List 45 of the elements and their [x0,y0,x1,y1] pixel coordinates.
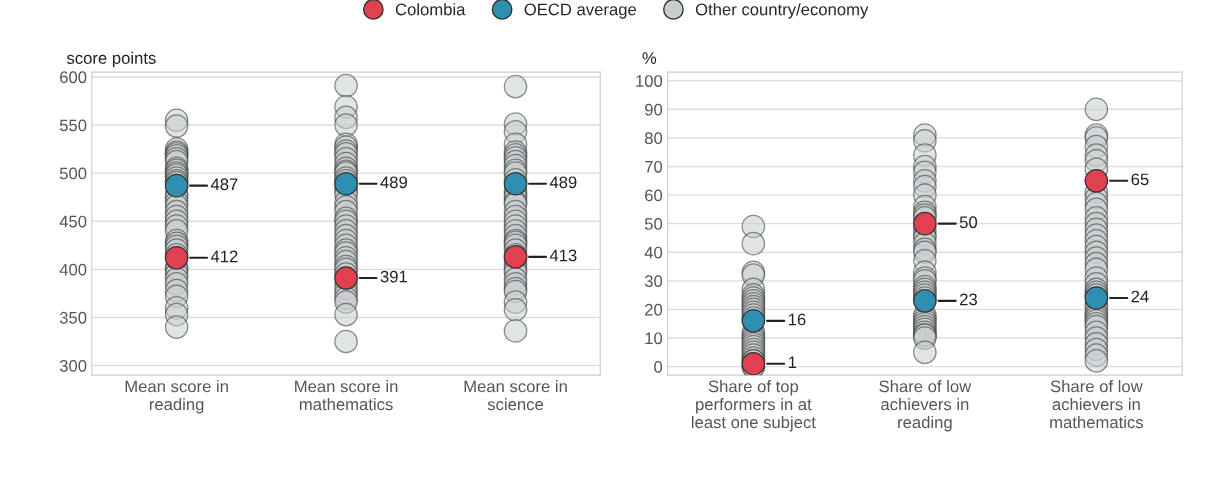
data-label: 50 [959,216,978,229]
x-tick-label: Mean score in reading [125,380,228,414]
data-label: 487 [210,178,238,191]
data-label: 489 [380,176,407,189]
data-label: 412 [210,250,238,263]
point [1084,168,1109,193]
y-axis-title: % [642,52,657,64]
data-label: 16 [788,313,806,326]
y-tick-label: 600 [60,71,87,84]
data-label: 413 [549,249,577,262]
y-tick-label: 70 [645,160,663,173]
point [334,266,358,290]
x-tick-label: Share of low achievers in reading [879,380,972,432]
x-tick-label: Mean score in mathematics [295,380,398,411]
y-axis-title: score points [66,51,156,68]
y-tick-label: 450 [59,215,87,228]
y-tick-label: 40 [644,246,663,259]
point [913,211,937,236]
data-label: 489 [549,176,577,189]
data-label: 24 [1131,290,1149,303]
x-tick-label: Share of low achievers in mathematics [1050,380,1144,429]
y-tick-label: 20 [645,303,663,316]
y-tick-label: 500 [59,167,87,180]
data-label: 23 [960,293,977,306]
y-tick-label: 10 [645,332,663,345]
y-tick-label: 50 [644,218,663,230]
y-tick-label: 400 [59,263,87,276]
data-label: 65 [1131,173,1149,186]
point [503,171,528,196]
x-tick-label: Mean score in science [464,380,567,411]
y-tick-label: 0 [654,361,663,373]
y-tick-label: 60 [645,189,663,202]
legend-label: OECD average [524,3,637,19]
x-tick-label: Share of top performers in at least one subject [691,380,816,432]
legend-label: Other country/economy [695,3,869,19]
data-label: 1 [788,356,797,369]
y-tick-label: 90 [645,103,663,116]
data-label: 391 [380,270,407,283]
y-tick-label: 30 [644,275,663,288]
y-tick-label: 550 [59,119,87,132]
y-tick-label: 100 [636,75,663,87]
legend-label: Colombia [395,3,466,16]
y-tick-label: 300 [59,359,87,372]
y-tick-label: 350 [59,311,87,324]
y-tick-label: 80 [644,132,663,145]
